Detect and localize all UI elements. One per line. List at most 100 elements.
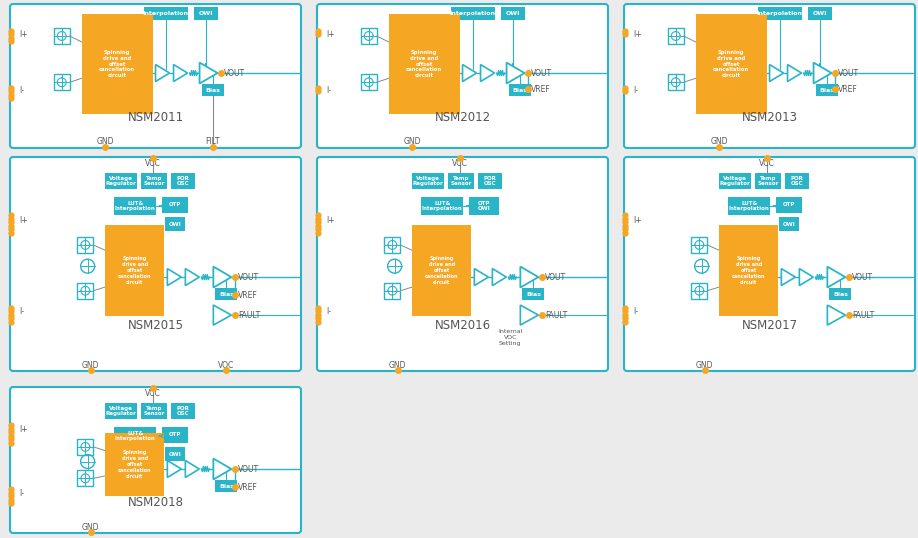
Bar [54,28,70,44]
Text: LUT&
Interpolation: LUT& Interpolation [115,430,155,441]
Text: Bias: Bias [205,88,220,93]
Bar [448,173,475,189]
Polygon shape [521,305,538,325]
Bar [786,173,810,189]
Text: GND: GND [404,138,421,146]
Bar [216,288,238,300]
Text: VOUT: VOUT [224,68,245,77]
Bar [106,173,138,189]
Text: VOC: VOC [218,360,234,370]
Text: FAULT: FAULT [239,310,261,320]
Polygon shape [827,305,845,325]
Text: GND: GND [389,360,407,370]
Bar [691,282,708,299]
Text: LUT&
Interpolation: LUT& Interpolation [422,201,463,211]
Bar [421,197,464,215]
Text: Bias: Bias [833,292,848,296]
Text: I+: I+ [326,216,335,225]
Bar [388,14,460,115]
Text: NSM2015: NSM2015 [128,318,184,331]
Bar [194,7,218,20]
Polygon shape [507,62,524,83]
Text: Bias: Bias [218,292,234,296]
Bar [162,427,188,443]
Text: OWI: OWI [506,11,520,16]
Text: I-: I- [326,86,331,95]
Text: I-: I- [633,307,638,316]
Bar [165,447,185,461]
Bar [777,197,802,213]
Text: Spinning
drive and
offset
cancellation
circuit: Spinning drive and offset cancellation c… [118,450,151,479]
Polygon shape [155,65,170,82]
Text: Interpolation: Interpolation [450,11,496,16]
Text: NSM2011: NSM2011 [128,111,184,124]
Polygon shape [800,268,813,286]
Text: Interpolation: Interpolation [756,11,802,16]
Bar [691,237,708,253]
Text: FAULT: FAULT [852,310,875,320]
Text: VREF: VREF [239,291,258,300]
Text: GND: GND [96,138,114,146]
Text: Spinning
drive and
offset
cancellation
circuit: Spinning drive and offset cancellation c… [118,257,151,285]
Polygon shape [521,267,538,288]
Bar [478,173,502,189]
FancyBboxPatch shape [624,157,915,371]
Bar [141,173,167,189]
Text: VREF: VREF [837,84,857,94]
Bar [172,173,196,189]
Text: Bias: Bias [819,88,834,93]
Bar [829,288,851,300]
Bar [202,84,224,96]
Polygon shape [213,458,231,479]
Bar [361,74,376,90]
Text: Spinning
drive and
offset
cancellation
circuit: Spinning drive and offset cancellation c… [99,50,135,78]
Text: Voltage
Regulator: Voltage Regulator [106,406,137,416]
Text: Voltage
Regulator: Voltage Regulator [106,175,137,186]
Bar [522,288,544,300]
Text: POR
OSC: POR OSC [484,175,497,186]
Bar [82,14,152,115]
Text: OTP: OTP [169,202,182,208]
Text: I-: I- [633,86,638,95]
Polygon shape [213,267,231,288]
Polygon shape [475,268,488,286]
Bar [54,74,70,90]
Text: FILT: FILT [206,138,219,146]
Bar [756,173,781,189]
Text: OWI: OWI [783,222,796,226]
Bar [815,84,837,96]
Text: NSM2017: NSM2017 [742,318,798,331]
Text: Temp
Sensor: Temp Sensor [143,406,165,416]
Bar [106,225,164,316]
FancyBboxPatch shape [10,157,301,371]
Text: Temp
Sensor: Temp Sensor [451,175,472,186]
Text: VOUT: VOUT [239,464,260,473]
Bar [451,7,495,20]
Bar [779,217,800,231]
FancyBboxPatch shape [317,4,608,148]
Text: OWI: OWI [169,451,182,457]
Bar [106,403,138,419]
Text: OWI: OWI [169,222,182,226]
Text: Temp
Sensor: Temp Sensor [143,175,165,186]
Bar [361,28,376,44]
Polygon shape [213,305,231,325]
Text: VCC: VCC [145,388,161,398]
Text: VOUT: VOUT [545,273,566,281]
Bar [172,403,196,419]
Text: I+: I+ [19,426,28,435]
Text: OWI: OWI [812,11,827,16]
Text: GND: GND [82,522,99,532]
Polygon shape [174,65,187,82]
Bar [412,225,471,316]
Polygon shape [492,268,507,286]
Polygon shape [480,65,495,82]
Bar [667,74,684,90]
Text: OTP
OWI: OTP OWI [478,201,490,211]
Polygon shape [781,268,795,286]
Bar [162,197,188,213]
Bar [114,427,156,445]
Polygon shape [167,461,182,478]
Text: Voltage
Regulator: Voltage Regulator [720,175,751,186]
Text: FAULT: FAULT [545,310,567,320]
